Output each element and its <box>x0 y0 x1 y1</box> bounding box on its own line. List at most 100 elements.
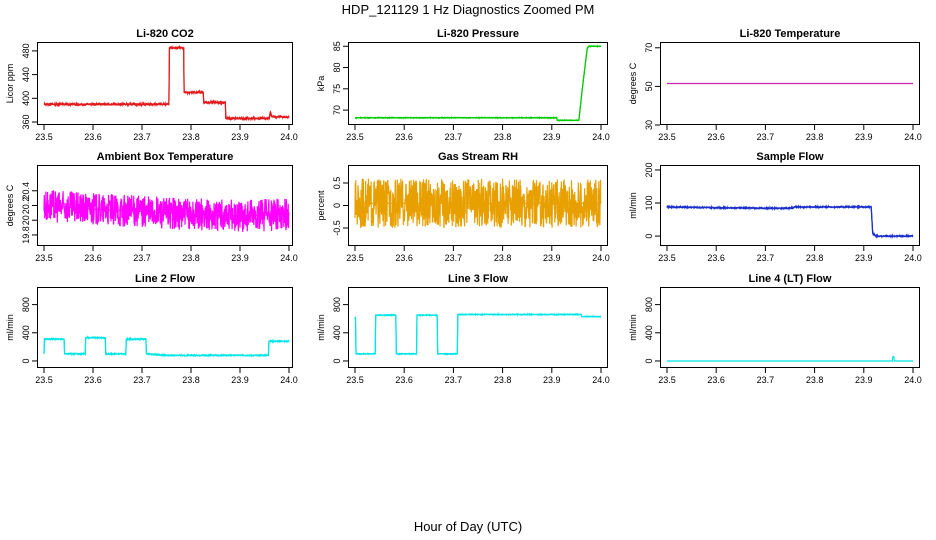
plot-frame <box>348 42 608 125</box>
x-tick-label: 23.9 <box>231 132 249 142</box>
x-tick-label: 23.7 <box>445 253 463 263</box>
x-tick-label: 23.6 <box>707 253 725 263</box>
x-tick-label: 23.9 <box>543 253 561 263</box>
x-tick-label: 23.6 <box>707 132 725 142</box>
panel-title: Sample Flow <box>756 151 824 163</box>
x-tick-label: 23.5 <box>346 253 364 263</box>
y-tick-label: 0 <box>644 234 654 239</box>
y-tick-label: 30 <box>644 120 654 130</box>
y-tick-label: 0 <box>332 358 342 363</box>
data-series-line <box>43 44 290 122</box>
x-tick-label: 23.5 <box>35 375 53 385</box>
plot-frame <box>348 287 608 368</box>
x-tick-label: 23.8 <box>806 132 824 142</box>
y-tick-label: 85 <box>332 41 342 51</box>
x-tick-label: 23.6 <box>84 375 102 385</box>
x-tick-label: 24.0 <box>592 253 610 263</box>
plot-frame <box>660 287 920 368</box>
x-tick-label: 23.8 <box>494 132 512 142</box>
x-tick-label: 23.7 <box>757 132 775 142</box>
x-tick-label: 23.9 <box>543 375 561 385</box>
x-tick-label: 23.5 <box>35 132 53 142</box>
y-tick-label: 0 <box>644 358 654 363</box>
x-tick-label: 24.0 <box>280 375 298 385</box>
y-axis-label: ml/min <box>628 314 638 341</box>
panel-title: Line 3 Flow <box>448 273 508 285</box>
x-tick-label: 23.8 <box>182 253 200 263</box>
panel-title: Li-820 Pressure <box>437 28 519 40</box>
x-tick-label: 23.7 <box>445 375 463 385</box>
data-series-trend <box>43 204 290 217</box>
x-tick-label: 23.6 <box>395 132 413 142</box>
x-tick-label: 23.9 <box>543 132 561 142</box>
y-axis-label: ml/min <box>5 314 15 341</box>
x-tick-label: 23.8 <box>806 253 824 263</box>
y-tick-label: 75 <box>332 84 342 94</box>
panel-8: Line 3 Flow 23.5 23.6 23.7 23.8 23.9 24.0 0 400 8… <box>316 273 610 385</box>
y-tick-label: 50 <box>644 81 654 91</box>
data-series-trend <box>354 313 601 355</box>
plot-frame <box>660 42 920 125</box>
panel-title: Gas Stream RH <box>438 151 518 163</box>
y-tick-label: 200 <box>644 162 654 177</box>
x-tick-label: 23.5 <box>658 132 676 142</box>
plot-frame <box>37 42 293 125</box>
x-tick-label: 23.5 <box>35 253 53 263</box>
x-tick-label: 24.0 <box>904 253 922 263</box>
data-series-line <box>43 190 290 232</box>
x-tick-label: 23.8 <box>494 375 512 385</box>
panel-2: Li-820 Pressure 23.5 23.6 23.7 23.8 23.9 24.0 7… <box>316 28 610 142</box>
panel-6: Sample Flow 23.5 23.6 23.7 23.8 23.9 24.0 0 100 2… <box>628 151 922 263</box>
y-tick-label: 20.4 <box>21 182 31 200</box>
panel-3: Li-820 Temperature 23.5 23.6 23.7 23.8 23.9 24… <box>628 28 922 142</box>
x-tick-label: 23.6 <box>395 253 413 263</box>
x-tick-label: 24.0 <box>280 253 298 263</box>
y-tick-label: 70 <box>332 105 342 115</box>
y-tick-label: 0.5 <box>332 177 342 190</box>
x-tick-label: 23.7 <box>757 253 775 263</box>
figure-xlabel: Hour of Day (UTC) <box>414 519 522 534</box>
panel-9: Line 4 (LT) Flow 23.5 23.6 23.7 23.8 23.9 24.0… <box>628 273 922 385</box>
y-tick-label: 800 <box>644 297 654 312</box>
data-series-trend <box>43 337 289 356</box>
x-tick-label: 23.8 <box>182 132 200 142</box>
data-series-trend <box>44 47 290 120</box>
x-tick-label: 23.5 <box>346 132 364 142</box>
panel-title: Li-820 Temperature <box>740 28 841 40</box>
panel-title: Line 2 Flow <box>135 273 195 285</box>
x-tick-label: 23.6 <box>84 132 102 142</box>
y-axis-label: kPa <box>316 76 326 92</box>
data-series-line <box>666 204 914 239</box>
x-tick-label: 23.9 <box>855 253 873 263</box>
figure-title: HDP_121129 1 Hz Diagnostics Zoomed PM <box>342 2 595 17</box>
x-tick-label: 23.9 <box>855 375 873 385</box>
y-tick-label: 0 <box>332 203 342 208</box>
panel-5: Gas Stream RH 23.5 23.6 23.7 23.8 23.9 24.0 -0.… <box>316 151 610 263</box>
panel-7: Line 2 Flow 23.5 23.6 23.7 23.8 23.9 24.0 0 400 8… <box>5 273 298 385</box>
x-tick-label: 23.9 <box>231 375 249 385</box>
y-tick-label: 400 <box>644 325 654 340</box>
x-tick-label: 23.6 <box>84 253 102 263</box>
x-tick-label: 23.5 <box>346 375 364 385</box>
x-tick-label: 23.7 <box>445 132 463 142</box>
plot-frame <box>348 165 608 246</box>
y-tick-label: 400 <box>21 91 31 106</box>
x-tick-label: 23.7 <box>133 253 151 263</box>
y-tick-label: 400 <box>21 325 31 340</box>
x-tick-label: 23.8 <box>806 375 824 385</box>
y-tick-label: 20.2 <box>21 197 31 215</box>
panel-title: Line 4 (LT) Flow <box>749 273 832 285</box>
x-tick-label: 23.7 <box>133 375 151 385</box>
data-series-line <box>354 312 602 356</box>
data-series-line <box>354 44 602 122</box>
y-tick-label: 100 <box>644 196 654 211</box>
y-tick-label: 360 <box>21 115 31 130</box>
plot-frame <box>37 287 293 368</box>
x-tick-label: 23.5 <box>658 253 676 263</box>
y-tick-label: 0 <box>21 358 31 363</box>
panel-title: Ambient Box Temperature <box>97 151 234 163</box>
plot-frame <box>660 165 920 246</box>
data-series-trend <box>666 206 913 237</box>
x-tick-label: 23.8 <box>494 253 512 263</box>
